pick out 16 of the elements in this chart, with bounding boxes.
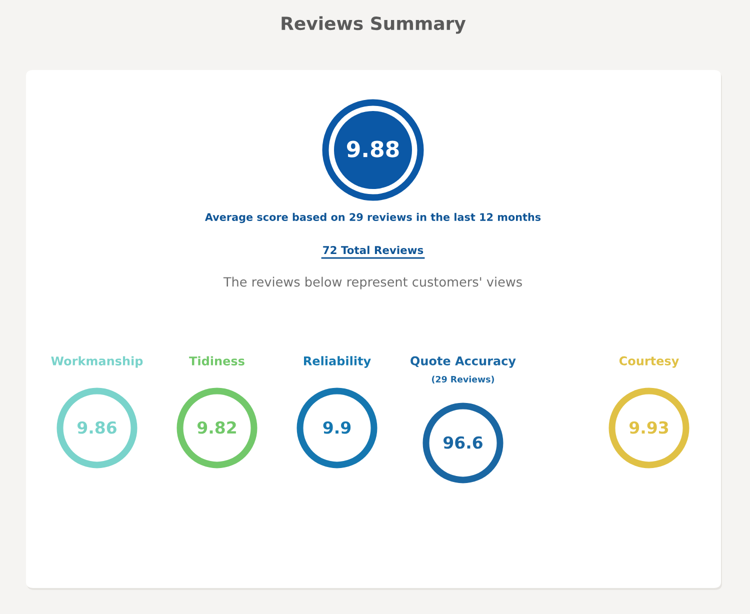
data-label: 96.6: [444, 436, 482, 449]
text: Average score based on 29 reviews in the last 12 months: [204, 212, 541, 224]
data-label: 9.93: [630, 421, 668, 434]
text: Courtesy: [619, 356, 679, 368]
text: Tidiness: [189, 356, 244, 366]
text: The reviews below represent customers' views: [223, 276, 522, 290]
text: Workmanship: [51, 356, 143, 368]
text: Reviews Summary: [282, 16, 466, 34]
data-label: 9.86: [78, 421, 116, 434]
data-label: 9.9: [323, 421, 351, 434]
data-label: 9.88: [347, 140, 399, 158]
text: Reliability: [304, 356, 371, 368]
data-label: 9.82: [198, 421, 236, 434]
text: 72 Total Reviews: [323, 246, 424, 254]
text: Quote Accuracy: [410, 356, 516, 368]
text: (29 Reviews): [432, 376, 494, 384]
